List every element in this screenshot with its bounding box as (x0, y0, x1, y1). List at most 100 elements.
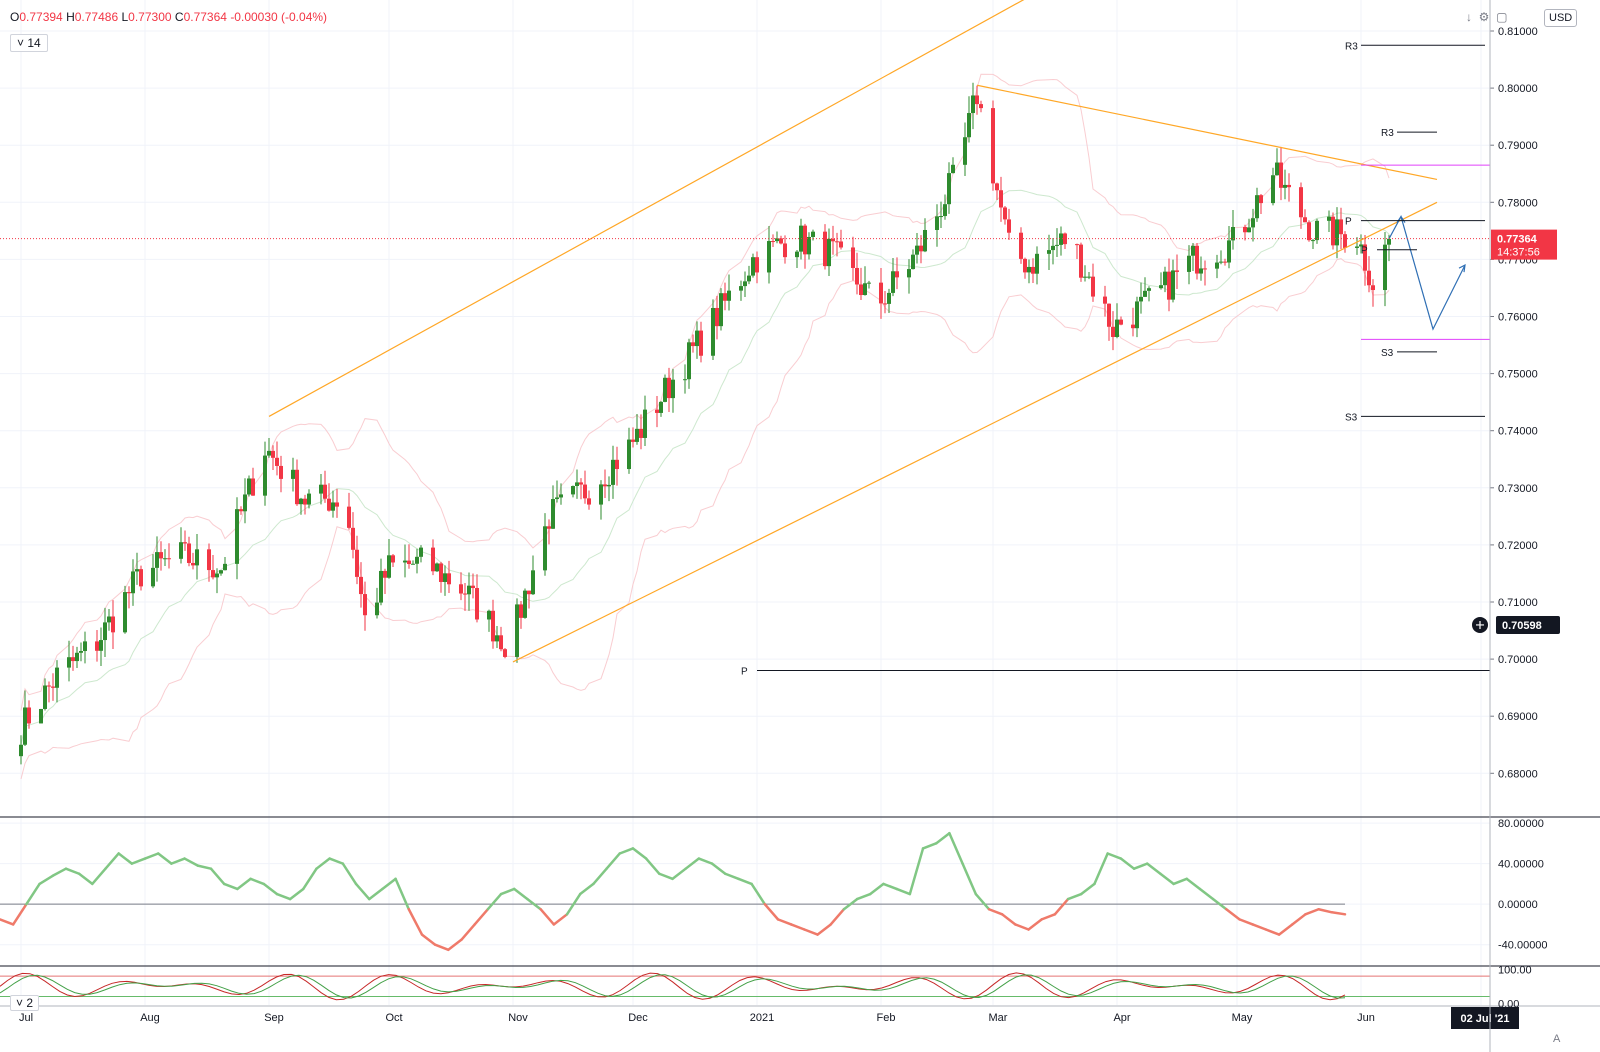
x-tick-label: Oct (385, 1012, 402, 1024)
candle-body (907, 269, 911, 278)
osc-line-segment (869, 882, 885, 896)
y-tick-label: 0.73000 (1498, 483, 1538, 495)
candle-body (1191, 245, 1195, 256)
auto-scale-button[interactable]: A (1553, 1033, 1561, 1045)
x-tick-label: Jul (19, 1012, 33, 1024)
candle-body (411, 563, 415, 565)
osc-line-segment (776, 918, 793, 926)
settings-icon[interactable]: ⚙ (1478, 10, 1490, 24)
candle-body (523, 590, 527, 618)
candle-body (187, 543, 191, 563)
candle-body (1171, 270, 1175, 300)
candle-body (1231, 226, 1235, 241)
osc-line-segment (1145, 862, 1162, 876)
candle-body (839, 241, 843, 248)
osc-line-segment (77, 872, 94, 886)
osc-line-segment (196, 864, 213, 870)
candle-body (1091, 276, 1095, 297)
candle-body (515, 604, 519, 657)
candle-body (999, 190, 1003, 208)
candle-body (191, 562, 195, 566)
candle-body (27, 707, 31, 724)
candle-body (879, 282, 883, 304)
candle-body (1103, 296, 1107, 304)
current-price-badge (1491, 229, 1557, 260)
collapse-icon: ˅ (17, 36, 25, 50)
candle-body (543, 526, 547, 571)
candle-body (1203, 268, 1207, 270)
candle-body (715, 307, 719, 327)
osc-line-segment (249, 877, 265, 886)
osc-line-segment (710, 862, 727, 876)
osc-line-segment (288, 887, 305, 901)
candle-body (1255, 195, 1259, 219)
change-value: -0.00030 (-0.04%) (230, 10, 328, 24)
candle-body (1363, 244, 1367, 271)
candle-body (459, 584, 463, 594)
candle-body (503, 649, 507, 657)
osc-line-segment (170, 857, 186, 865)
candle-body (1311, 240, 1315, 242)
candle-body (223, 563, 227, 571)
osc-line-segment (816, 923, 832, 936)
candle-body (1387, 238, 1391, 245)
osc-y-tick-label: 0.00000 (1498, 899, 1538, 911)
candle-body (859, 284, 863, 296)
candle-body (447, 573, 451, 585)
osc-line-segment (671, 867, 687, 881)
channel-line (512, 201, 1438, 663)
osc-line-segment (684, 857, 701, 870)
candle-body (655, 409, 659, 413)
candle-body (739, 286, 743, 291)
candle-body (1035, 253, 1039, 274)
arrow-down-icon[interactable]: ↓ (1466, 10, 1472, 24)
y-tick-label: 0.70000 (1498, 654, 1538, 666)
candle-body (1003, 207, 1007, 220)
osc-line-segment (723, 872, 740, 881)
candle-body (531, 570, 535, 595)
candle-body (1371, 285, 1375, 291)
candle-body (435, 563, 439, 572)
osc-line-segment (1291, 913, 1307, 926)
candle-body (867, 282, 871, 284)
candle-body (1359, 244, 1363, 247)
candle-body (971, 95, 975, 114)
candle-body (1227, 240, 1231, 263)
osc-line-segment (1132, 862, 1149, 870)
expand-icon[interactable]: ▢ (1496, 10, 1508, 24)
y-tick-label: 0.72000 (1498, 540, 1538, 552)
x-tick-label: Aug (140, 1012, 160, 1024)
osc-line-segment (381, 877, 397, 891)
candle-body (499, 635, 503, 650)
osc-line-segment (737, 877, 753, 886)
candle-body (55, 667, 59, 688)
indicator-badge[interactable]: ˅ 14 (10, 34, 48, 52)
candle-body (1087, 276, 1091, 278)
candle-body (1307, 222, 1311, 241)
candle-body (303, 498, 307, 505)
candle-body (391, 555, 395, 563)
candle-body (1139, 296, 1143, 302)
candle-body (631, 439, 635, 442)
osc-line-segment (1172, 877, 1189, 886)
indicator2-badge[interactable]: ˅ 2 (10, 995, 40, 1011)
candle-body (1147, 288, 1151, 291)
pivot-levels: R3 R3 P P S3 S3 P (741, 41, 1490, 678)
osc-line-segment (25, 882, 41, 906)
candle-body (195, 549, 199, 566)
candle-body (1199, 268, 1203, 274)
candle-body (635, 428, 639, 442)
candle-body (1163, 271, 1167, 286)
candle-body (215, 573, 219, 578)
osc-line-segment (91, 867, 107, 886)
currency-button[interactable]: USD (1544, 9, 1578, 27)
osc-line-segment (1251, 923, 1268, 931)
osc-line-segment (789, 923, 806, 931)
candle-body (263, 455, 267, 496)
candle-body (855, 267, 859, 285)
candle-body (975, 95, 979, 105)
candle-body (495, 635, 499, 642)
high-value: 0.77486 (74, 10, 119, 24)
